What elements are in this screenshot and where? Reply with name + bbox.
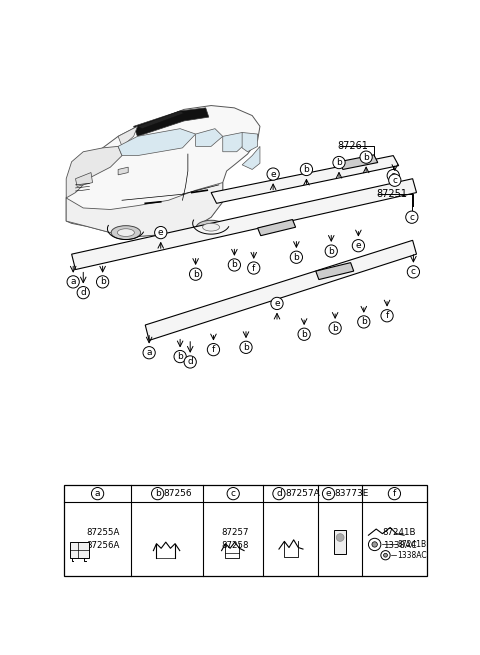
Text: b: b	[332, 324, 338, 333]
Text: e: e	[326, 489, 331, 498]
Text: 87251: 87251	[376, 189, 407, 199]
Text: c: c	[411, 267, 416, 276]
Text: b: b	[363, 153, 369, 162]
Text: 87257A: 87257A	[285, 489, 320, 498]
Polygon shape	[258, 219, 296, 236]
Ellipse shape	[196, 220, 226, 234]
Text: c: c	[391, 171, 396, 180]
Polygon shape	[72, 179, 417, 270]
Text: b: b	[100, 277, 106, 286]
Text: a: a	[146, 348, 152, 357]
Polygon shape	[133, 108, 209, 136]
Text: 87258: 87258	[222, 541, 249, 550]
Text: e: e	[270, 170, 276, 179]
Text: d: d	[276, 489, 282, 498]
Text: c: c	[409, 213, 414, 221]
Text: a: a	[71, 277, 76, 286]
Text: 87256: 87256	[164, 489, 192, 498]
Text: e: e	[356, 241, 361, 250]
Polygon shape	[211, 156, 399, 203]
Bar	[70, 542, 89, 557]
Text: 87255A: 87255A	[86, 529, 120, 537]
Text: b: b	[361, 318, 367, 326]
Text: b: b	[293, 253, 299, 262]
Text: c: c	[392, 176, 397, 185]
Text: b: b	[243, 343, 249, 352]
Text: 87257: 87257	[222, 529, 249, 537]
Text: f: f	[252, 263, 255, 272]
Circle shape	[336, 534, 344, 542]
Circle shape	[384, 553, 387, 557]
Text: 87256A: 87256A	[86, 541, 120, 550]
Polygon shape	[242, 132, 258, 152]
Ellipse shape	[203, 223, 220, 231]
Bar	[64, 485, 427, 576]
Polygon shape	[196, 128, 223, 146]
Text: f: f	[385, 311, 389, 320]
Polygon shape	[223, 132, 248, 152]
Polygon shape	[66, 105, 260, 236]
Polygon shape	[118, 126, 137, 146]
Circle shape	[369, 538, 381, 551]
Text: e: e	[158, 228, 164, 237]
Text: b: b	[301, 329, 307, 339]
Text: d: d	[187, 358, 193, 366]
Text: c: c	[231, 489, 236, 498]
Text: b: b	[303, 165, 309, 174]
Text: 83773E: 83773E	[335, 489, 369, 498]
Polygon shape	[75, 172, 93, 187]
Text: a: a	[95, 489, 100, 498]
Text: f: f	[393, 489, 396, 498]
Polygon shape	[118, 128, 196, 156]
Bar	[334, 530, 347, 555]
Text: e: e	[274, 299, 280, 308]
Polygon shape	[339, 155, 378, 170]
Text: b: b	[336, 158, 342, 167]
Polygon shape	[137, 111, 184, 128]
Polygon shape	[66, 146, 122, 198]
Text: 87241B: 87241B	[397, 540, 426, 549]
Text: 1338AC: 1338AC	[397, 551, 427, 560]
Ellipse shape	[111, 226, 141, 240]
Polygon shape	[118, 167, 128, 175]
Text: b: b	[177, 352, 183, 361]
Text: 87241B: 87241B	[383, 529, 416, 537]
Text: 1338AC: 1338AC	[383, 541, 417, 550]
Polygon shape	[242, 146, 260, 170]
Polygon shape	[316, 263, 354, 280]
Polygon shape	[66, 183, 223, 236]
Text: b: b	[328, 246, 334, 255]
Circle shape	[381, 551, 390, 560]
Text: 87261: 87261	[337, 141, 368, 151]
Ellipse shape	[117, 229, 134, 236]
Text: f: f	[212, 345, 215, 354]
Text: d: d	[80, 288, 86, 297]
Text: b: b	[155, 489, 160, 498]
Text: b: b	[231, 261, 237, 269]
Text: b: b	[193, 270, 199, 278]
Circle shape	[372, 542, 377, 547]
Polygon shape	[145, 240, 417, 341]
